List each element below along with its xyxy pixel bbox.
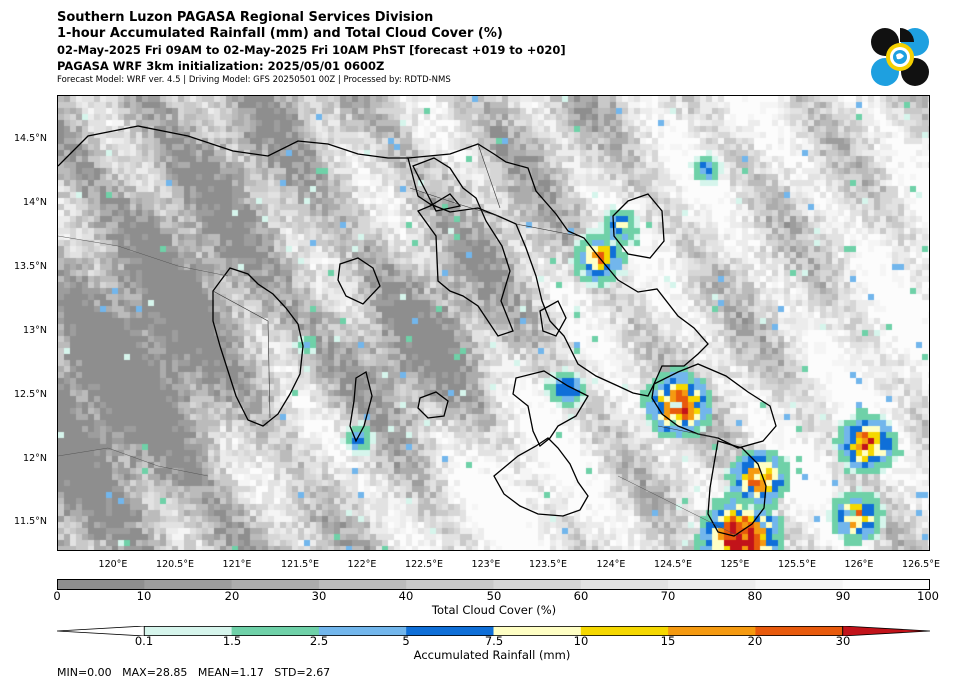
mindoro-coast — [212, 267, 304, 427]
rain-tick-label: 7.5 — [484, 634, 504, 648]
lat-label: 12°N — [23, 453, 47, 464]
cloud-colorbar-segment — [755, 579, 844, 590]
province-boundary — [657, 425, 719, 439]
cloud-colorbar-segment — [144, 579, 233, 590]
rain-tick-label: 20 — [747, 634, 763, 648]
lon-label: 120°E — [98, 559, 128, 570]
cloud-colorbar-segment — [493, 579, 582, 590]
marinduque-coast — [337, 257, 381, 305]
forecast-map — [57, 95, 930, 551]
rain-colorbar-segment — [493, 626, 582, 636]
ticao-burias-coast — [539, 300, 567, 337]
bicol-coast — [407, 143, 709, 397]
rain-colorbar-segment — [144, 626, 233, 636]
field-statistics: MIN=0.00 MAX=28.85 MEAN=1.17 STD=2.67 — [57, 666, 331, 679]
title-model-info: Forecast Model: WRF ver. 4.5 | Driving M… — [57, 75, 451, 85]
province-boundary — [477, 143, 501, 209]
lon-label: 120.5°E — [156, 559, 194, 570]
lat-label: 13°N — [23, 325, 47, 336]
province-boundary — [515, 223, 579, 237]
title-region: Southern Luzon PAGASA Regional Services … — [57, 10, 434, 25]
lat-label: 13.5°N — [13, 261, 47, 272]
cloud-tick-label: 70 — [660, 589, 676, 603]
rain-tick-label: 2.5 — [309, 634, 329, 648]
cloud-colorbar-border — [57, 579, 930, 590]
lon-label: 122°E — [347, 559, 377, 570]
luzon-interior-coast — [58, 235, 229, 277]
tablas-coast — [349, 370, 373, 443]
cloud-tick-label: 20 — [224, 589, 240, 603]
title-product: 1-hour Accumulated Rainfall (mm) and Tot… — [57, 26, 503, 41]
province-boundary — [212, 290, 271, 419]
lon-label: 125.5°E — [778, 559, 816, 570]
lon-label: 124°E — [596, 559, 626, 570]
cloud-tick-label: 60 — [573, 589, 589, 603]
rain-tick-label: 5 — [402, 634, 410, 648]
coastline-overlay — [58, 125, 777, 537]
lon-label: 123.5°E — [529, 559, 567, 570]
masbate-coast — [512, 370, 589, 448]
rainfall-colorbar-title: Accumulated Rainfall (mm) — [413, 648, 571, 662]
lon-label: 124.5°E — [654, 559, 692, 570]
rain-colorbar-segment — [406, 626, 494, 636]
rain-tick-label: 30 — [835, 634, 851, 648]
title-initialization: PAGASA WRF 3km initialization: 2025/05/0… — [57, 59, 385, 73]
rain-tick-label: 0.1 — [134, 634, 154, 648]
rain-colorbar-segment — [231, 626, 320, 636]
rain-colorbar-over-extension — [842, 626, 930, 636]
cloud-tick-label: 30 — [311, 589, 327, 603]
cloud-tick-label: 0 — [53, 589, 61, 603]
rain-tick-label: 15 — [660, 634, 676, 648]
samar-coast — [651, 363, 777, 449]
panay-coast — [493, 437, 589, 517]
lon-label: 123°E — [471, 559, 501, 570]
lat-label: 11.5°N — [13, 516, 47, 527]
rain-colorbar-segment — [668, 626, 756, 636]
province-boundary — [409, 187, 499, 217]
lat-label: 14°N — [23, 197, 47, 208]
lon-label: 126°E — [844, 559, 874, 570]
luzon-interior-coast — [58, 447, 209, 477]
cloud-tick-label: 100 — [917, 589, 939, 603]
lon-label: 125°E — [720, 559, 750, 570]
catanduanes-coast — [612, 193, 665, 259]
cloud-cover-colorbar — [57, 579, 930, 590]
rain-colorbar-border — [143, 626, 844, 636]
lon-label: 122.5°E — [405, 559, 443, 570]
cloud-tick-label: 40 — [398, 589, 414, 603]
cloud-colorbar-segment — [580, 579, 669, 590]
rain-colorbar-segment — [755, 626, 844, 636]
luzon-inland-coast — [58, 125, 408, 167]
lon-label: 126.5°E — [902, 559, 940, 570]
sibuyan-coast — [417, 391, 449, 419]
pagasa-logo-icon — [871, 28, 929, 86]
cloud-colorbar-segment — [406, 579, 494, 590]
cloud-colorbar-segment — [318, 579, 407, 590]
lat-label: 12.5°N — [13, 389, 47, 400]
rain-colorbar-segment — [318, 626, 407, 636]
cloud-cover-colorbar-title: Total Cloud Cover (%) — [431, 603, 557, 617]
rainfall-colorbar — [57, 626, 930, 636]
rain-tick-label: 10 — [573, 634, 589, 648]
cloud-tick-label: 50 — [486, 589, 502, 603]
lon-label: 121.5°E — [281, 559, 319, 570]
rain-tick-label: 1.5 — [222, 634, 242, 648]
cloud-colorbar-segment — [231, 579, 320, 590]
title-valid-time: 02-May-2025 Fri 09AM to 02-May-2025 Fri … — [57, 43, 566, 57]
cloud-rain-raster — [58, 96, 929, 550]
rain-colorbar-segment — [580, 626, 669, 636]
bondoc-peninsula-coast — [412, 157, 514, 337]
cloud-tick-label: 80 — [747, 589, 763, 603]
cloud-tick-label: 90 — [835, 589, 851, 603]
rain-colorbar-under-extension — [57, 626, 145, 636]
luzon-interior-coast — [617, 475, 739, 537]
leyte-coast — [707, 440, 767, 537]
cloud-colorbar-segment — [842, 579, 930, 590]
cloud-colorbar-segment — [668, 579, 756, 590]
lat-label: 14.5°N — [13, 133, 47, 144]
cloud-colorbar-segment — [57, 579, 145, 590]
lon-label: 121°E — [222, 559, 252, 570]
cloud-tick-label: 10 — [136, 589, 152, 603]
